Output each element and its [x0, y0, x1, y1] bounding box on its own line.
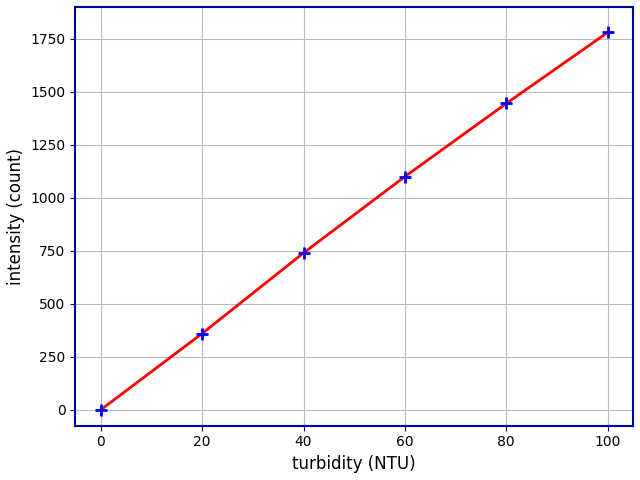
- X-axis label: turbidity (NTU): turbidity (NTU): [292, 455, 416, 473]
- Y-axis label: intensity (count): intensity (count): [7, 148, 25, 285]
